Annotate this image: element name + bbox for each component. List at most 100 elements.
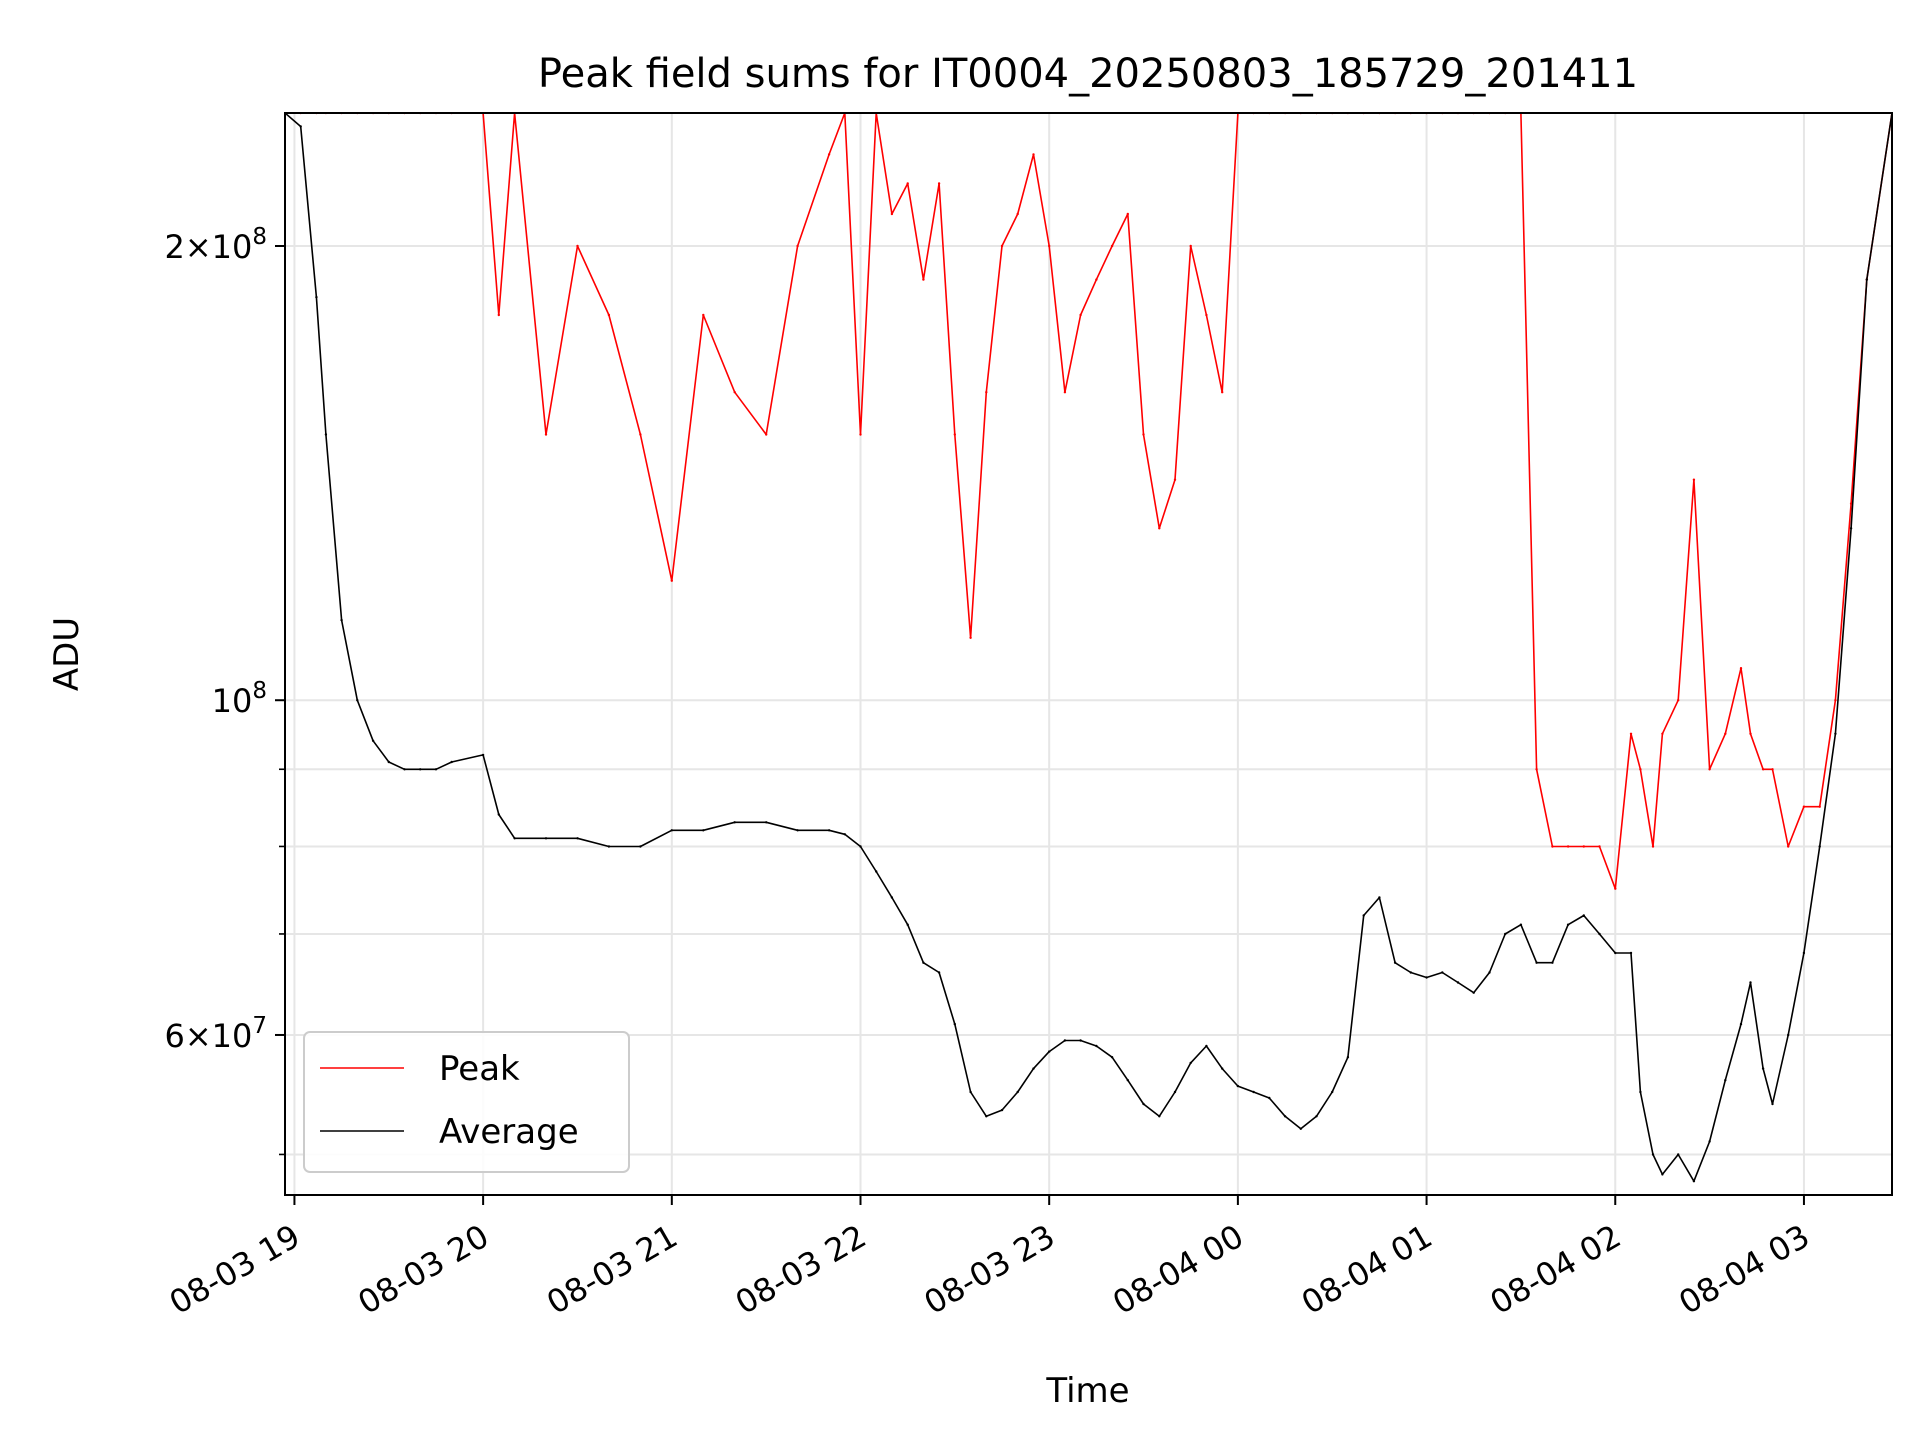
grid	[285, 113, 1892, 1195]
series-peak-point	[796, 244, 799, 248]
series-average-point	[1749, 981, 1752, 984]
series-average-point	[1362, 914, 1365, 917]
series-peak-point	[890, 212, 894, 216]
series-average-point	[1252, 1090, 1255, 1094]
series-average-point	[859, 845, 862, 848]
series-peak-point	[1000, 244, 1004, 248]
series-average-point	[299, 125, 302, 128]
series-average-point	[670, 829, 673, 832]
series-average-line	[285, 113, 1892, 1182]
series-peak-point	[1651, 845, 1655, 848]
series-average-point	[481, 753, 485, 757]
series-peak-point	[1582, 845, 1586, 848]
series-average-point	[1771, 1102, 1774, 1106]
series-average-point	[1189, 1061, 1192, 1065]
series-average-point	[1865, 278, 1869, 281]
series-peak-point	[922, 278, 925, 281]
series-peak-point	[937, 182, 941, 185]
series-peak-point	[576, 244, 579, 248]
legend: Peak Average	[303, 1031, 630, 1173]
series-peak-point	[1079, 313, 1082, 317]
series-average-point	[1692, 1180, 1696, 1183]
series-peak-point	[1802, 805, 1806, 808]
series-average-point	[1739, 1022, 1743, 1026]
series-average-point	[1425, 976, 1428, 979]
series-average-point	[1724, 1079, 1727, 1082]
series-peak-point	[1818, 805, 1821, 808]
series-average-point	[1236, 1084, 1240, 1088]
series-peak-point	[1849, 502, 1853, 505]
series-average-point	[639, 845, 642, 848]
series-peak-point	[1189, 244, 1192, 248]
series-average-point	[1016, 1090, 1019, 1094]
series-average-point	[985, 1115, 988, 1118]
series-peak-point	[906, 182, 909, 185]
series-average-point	[1535, 961, 1538, 964]
series-peak-point	[969, 636, 972, 639]
series-average-point	[1000, 1108, 1004, 1112]
series-peak-point	[1771, 768, 1774, 771]
legend-box	[303, 1031, 630, 1173]
series-average-point	[702, 829, 705, 832]
series-peak-point	[670, 579, 673, 582]
series-average-point	[1032, 1067, 1035, 1070]
series-average-point	[937, 971, 941, 974]
series-peak-point	[953, 433, 956, 436]
series-average-point	[1802, 951, 1806, 955]
series-average-point	[1315, 1115, 1318, 1118]
y-tick-label: 6×107	[164, 1013, 267, 1055]
series-peak-point	[1205, 313, 1208, 317]
series-average-point	[796, 829, 799, 832]
y-tick-label: 2×108	[164, 224, 267, 266]
series-average-point	[827, 829, 831, 832]
series-average-point	[1283, 1115, 1287, 1118]
series-peak-point	[985, 391, 988, 394]
series-average-point	[969, 1090, 972, 1094]
series-peak-point	[1614, 887, 1617, 890]
series-peak-point	[1032, 153, 1035, 156]
series-average-point	[1582, 914, 1586, 917]
series-average-point	[1849, 527, 1853, 530]
series-average-point	[497, 813, 500, 816]
series-average-point	[1331, 1090, 1334, 1094]
series-average-point	[1639, 1090, 1642, 1094]
series-peak-point	[1063, 391, 1067, 394]
series-average-point	[1519, 923, 1523, 926]
series-peak-point	[639, 433, 642, 436]
series-peak-point	[1661, 732, 1664, 735]
series-average-point	[1268, 1096, 1271, 1100]
series-average-point	[843, 833, 846, 836]
series-average-point	[1787, 1033, 1790, 1037]
series-peak-point	[1158, 527, 1161, 530]
series-average-point	[1472, 991, 1475, 994]
series-average-point	[513, 837, 516, 840]
series-average-point	[1079, 1039, 1082, 1042]
series-peak-point	[1110, 244, 1114, 248]
series-average-point	[1598, 932, 1601, 936]
series-average-point	[733, 821, 736, 824]
series-peak-point	[1639, 768, 1642, 771]
series-peak-point	[1834, 699, 1837, 702]
series-peak-point	[1173, 478, 1177, 481]
series-average-point	[1221, 1067, 1224, 1070]
series-peak-point	[1598, 845, 1601, 848]
series-peak-point	[1787, 845, 1790, 848]
legend-average-label: Average	[439, 1112, 579, 1152]
series-average-point	[1378, 896, 1381, 899]
series-average-point	[1614, 951, 1617, 955]
series-average-point	[1142, 1102, 1145, 1106]
series-peak-point	[827, 153, 831, 156]
series-average-point	[890, 896, 894, 899]
plot-frame	[284, 112, 1893, 1196]
series-peak-point	[544, 433, 548, 436]
series-average-point	[1566, 923, 1570, 926]
chart-title: Peak field sums for IT0004_20250803_1857…	[538, 51, 1638, 97]
series-average-point	[324, 433, 328, 436]
legend-peak-label: Peak	[439, 1049, 520, 1089]
series-average-point	[1126, 1079, 1130, 1082]
series-average-point	[450, 760, 453, 764]
series-average-point	[1173, 1090, 1177, 1094]
series-average-point	[1095, 1044, 1098, 1048]
